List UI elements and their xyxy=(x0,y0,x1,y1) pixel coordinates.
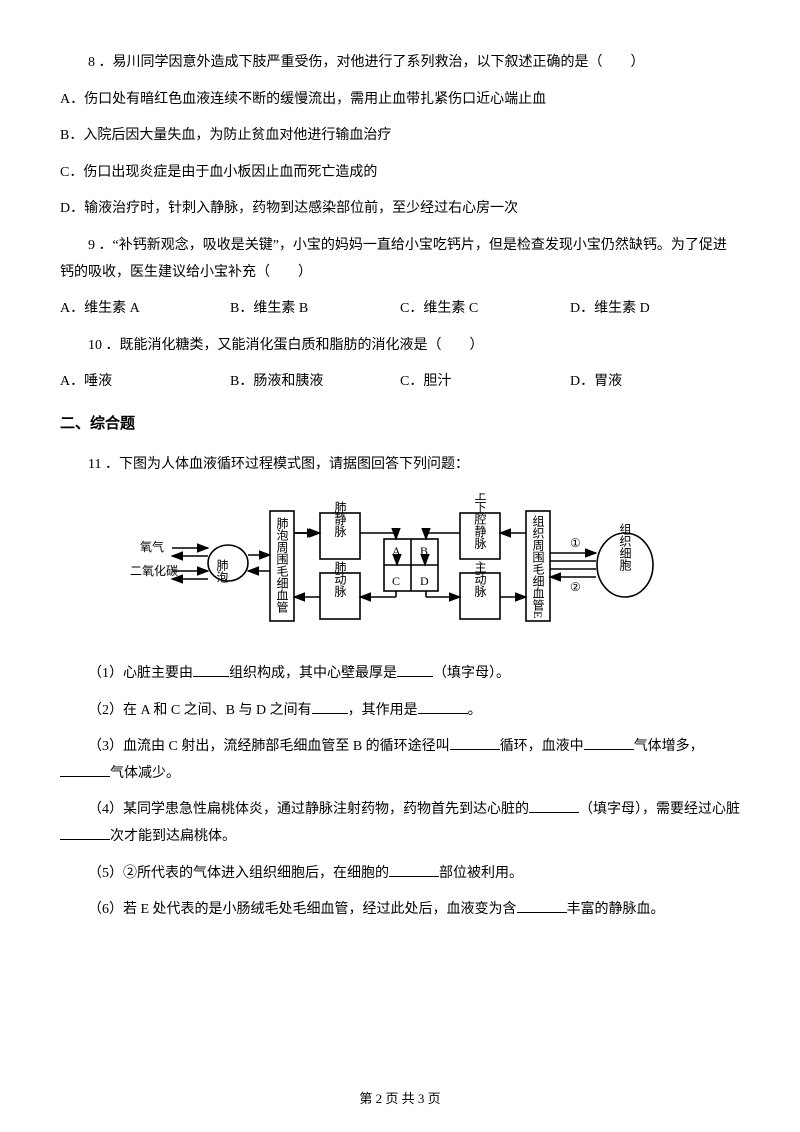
q8-stem: 8 ．易川同学因意外造成下肢严重受伤，对他进行了系列救治，以下叙述正确的是（ ） xyxy=(60,50,740,77)
page-footer: 第 2 页 共 3 页 xyxy=(0,1087,800,1112)
label-pulmvein: 肺静脉 xyxy=(333,501,347,537)
label-D: D xyxy=(420,574,429,588)
blank xyxy=(529,799,579,813)
blank xyxy=(389,863,439,877)
label-pulmart: 肺动脉 xyxy=(333,561,347,597)
q11-p6b: 丰富的静脉血。 xyxy=(567,902,665,917)
q10-opt-b: B．肠液和胰液 xyxy=(230,369,400,396)
q9-options: A．维生素 A B．维生素 B C．维生素 C D．维生素 D xyxy=(60,296,740,323)
q11-p1: （1）心脏主要由 组织构成，其中心壁最厚是 （填字母）。 xyxy=(60,661,740,688)
q11-p3: （3）血流由 C 射出，流经肺部毛细血管至 B 的循环途径叫 循环，血液中 气体增多… xyxy=(60,734,740,787)
label-n1: ① xyxy=(570,536,581,550)
q11-p1c: （填字母）。 xyxy=(433,666,510,681)
q11-p2a: （2）在 A 和 C 之间、B 与 D 之间有 xyxy=(88,703,312,718)
q11-p4c: 次才能到达扁桃体。 xyxy=(110,829,236,844)
q11-p1b: 组织构成，其中心壁最厚是 xyxy=(229,666,397,681)
blank xyxy=(193,663,229,677)
q8-opt-b: B．入院后因大量失血，为防止贫血对他进行输血治疗 xyxy=(60,123,740,150)
q10-options: A．唾液 B．肠液和胰液 C．胆汁 D．胃液 xyxy=(60,369,740,396)
circulation-diagram: 氧气 二氧化碳 肺泡 肺泡周围毛细血管 肺静脉 肺动脉 A B C xyxy=(130,493,670,643)
q9-stem: 9 ．“补钙新观念，吸收是关键”，小宝的妈妈一直给小宝吃钙片，但是检查发现小宝仍… xyxy=(60,233,740,286)
blank xyxy=(517,899,567,913)
q11-p5a: （5）②所代表的气体进入组织细胞后，在细胞的 xyxy=(88,866,389,881)
label-lungcap: 肺泡周围毛细血管 xyxy=(275,517,289,614)
label-tissuecell: 组织细胞 xyxy=(618,523,632,572)
q11-p6: （6）若 E 处代表的是小肠绒毛处毛细血管，经过此处后，血液变为含 丰富的静脉血。 xyxy=(60,897,740,924)
q9-opt-a: A．维生素 A xyxy=(60,296,230,323)
blank xyxy=(397,663,433,677)
section-2-title: 二、综合题 xyxy=(60,410,740,439)
blank xyxy=(312,700,348,714)
label-oxygen: 氧气 xyxy=(140,539,164,554)
q11-p3c: 气体增多， xyxy=(634,739,704,754)
q10-opt-a: A．唾液 xyxy=(60,369,230,396)
label-n2: ② xyxy=(570,580,581,594)
q10-opt-c: C．胆汁 xyxy=(400,369,570,396)
q8-opt-a: A．伤口处有暗红色血液连续不断的缓慢流出，需用止血带扎紧伤口近心端止血 xyxy=(60,87,740,114)
q11-stem: 11 ．下图为人体血液循环过程模式图，请据图回答下列问题： xyxy=(60,452,740,479)
label-co2: 二氧化碳 xyxy=(130,564,178,578)
label-venacava: 上下腔静脉 xyxy=(473,493,487,549)
q9-opt-c: C．维生素 C xyxy=(400,296,570,323)
label-C: C xyxy=(392,574,400,588)
q9-opt-d: D．维生素 D xyxy=(570,296,740,323)
q11-p2: （2）在 A 和 C 之间、B 与 D 之间有 ，其作用是 。 xyxy=(60,698,740,725)
q11-p2c: 。 xyxy=(468,703,482,718)
q8-opt-d: D．输液治疗时，针刺入静脉，药物到达感染部位前，至少经过右心房一次 xyxy=(60,196,740,223)
label-alveoli: 肺泡 xyxy=(215,559,229,583)
q11-p4a: （4）某同学患急性扁桃体炎，通过静脉注射药物，药物首先到达心脏的 xyxy=(88,802,529,817)
q11-p1a: （1）心脏主要由 xyxy=(88,666,193,681)
blank xyxy=(584,736,634,750)
q10-opt-d: D．胃液 xyxy=(570,369,740,396)
q11-p5: （5）②所代表的气体进入组织细胞后，在细胞的 部位被利用。 xyxy=(60,861,740,888)
label-B: B xyxy=(420,544,428,558)
q11-p6a: （6）若 E 处代表的是小肠绒毛处毛细血管，经过此处后，血液变为含 xyxy=(88,902,517,917)
q10-stem: 10 ．既能消化糖类，又能消化蛋白质和脂肪的消化液是（ ） xyxy=(60,333,740,360)
q8-opt-c: C．伤口出现炎症是由于血小板因止血而死亡造成的 xyxy=(60,160,740,187)
blank xyxy=(60,763,110,777)
label-A: A xyxy=(392,544,401,558)
q11-p5b: 部位被利用。 xyxy=(439,866,523,881)
q11-p3b: 循环，血液中 xyxy=(500,739,584,754)
label-aorta: 主动脉 xyxy=(473,561,487,597)
q11-p4b: （填字母），需要经过心脏 xyxy=(579,802,740,817)
blank xyxy=(450,736,500,750)
q9-opt-b: B．维生素 B xyxy=(230,296,400,323)
q11-p4: （4）某同学患急性扁桃体炎，通过静脉注射药物，药物首先到达心脏的 （填字母），需要… xyxy=(60,797,740,850)
q11-p3d: 气体减少。 xyxy=(110,766,180,781)
label-tissuecap: 组织周围毛细血管E xyxy=(531,515,545,619)
q11-p2b: ，其作用是 xyxy=(348,703,418,718)
blank xyxy=(60,826,110,840)
blank xyxy=(418,700,468,714)
q11-p3a: （3）血流由 C 射出，流经肺部毛细血管至 B 的循环途径叫 xyxy=(88,739,450,754)
